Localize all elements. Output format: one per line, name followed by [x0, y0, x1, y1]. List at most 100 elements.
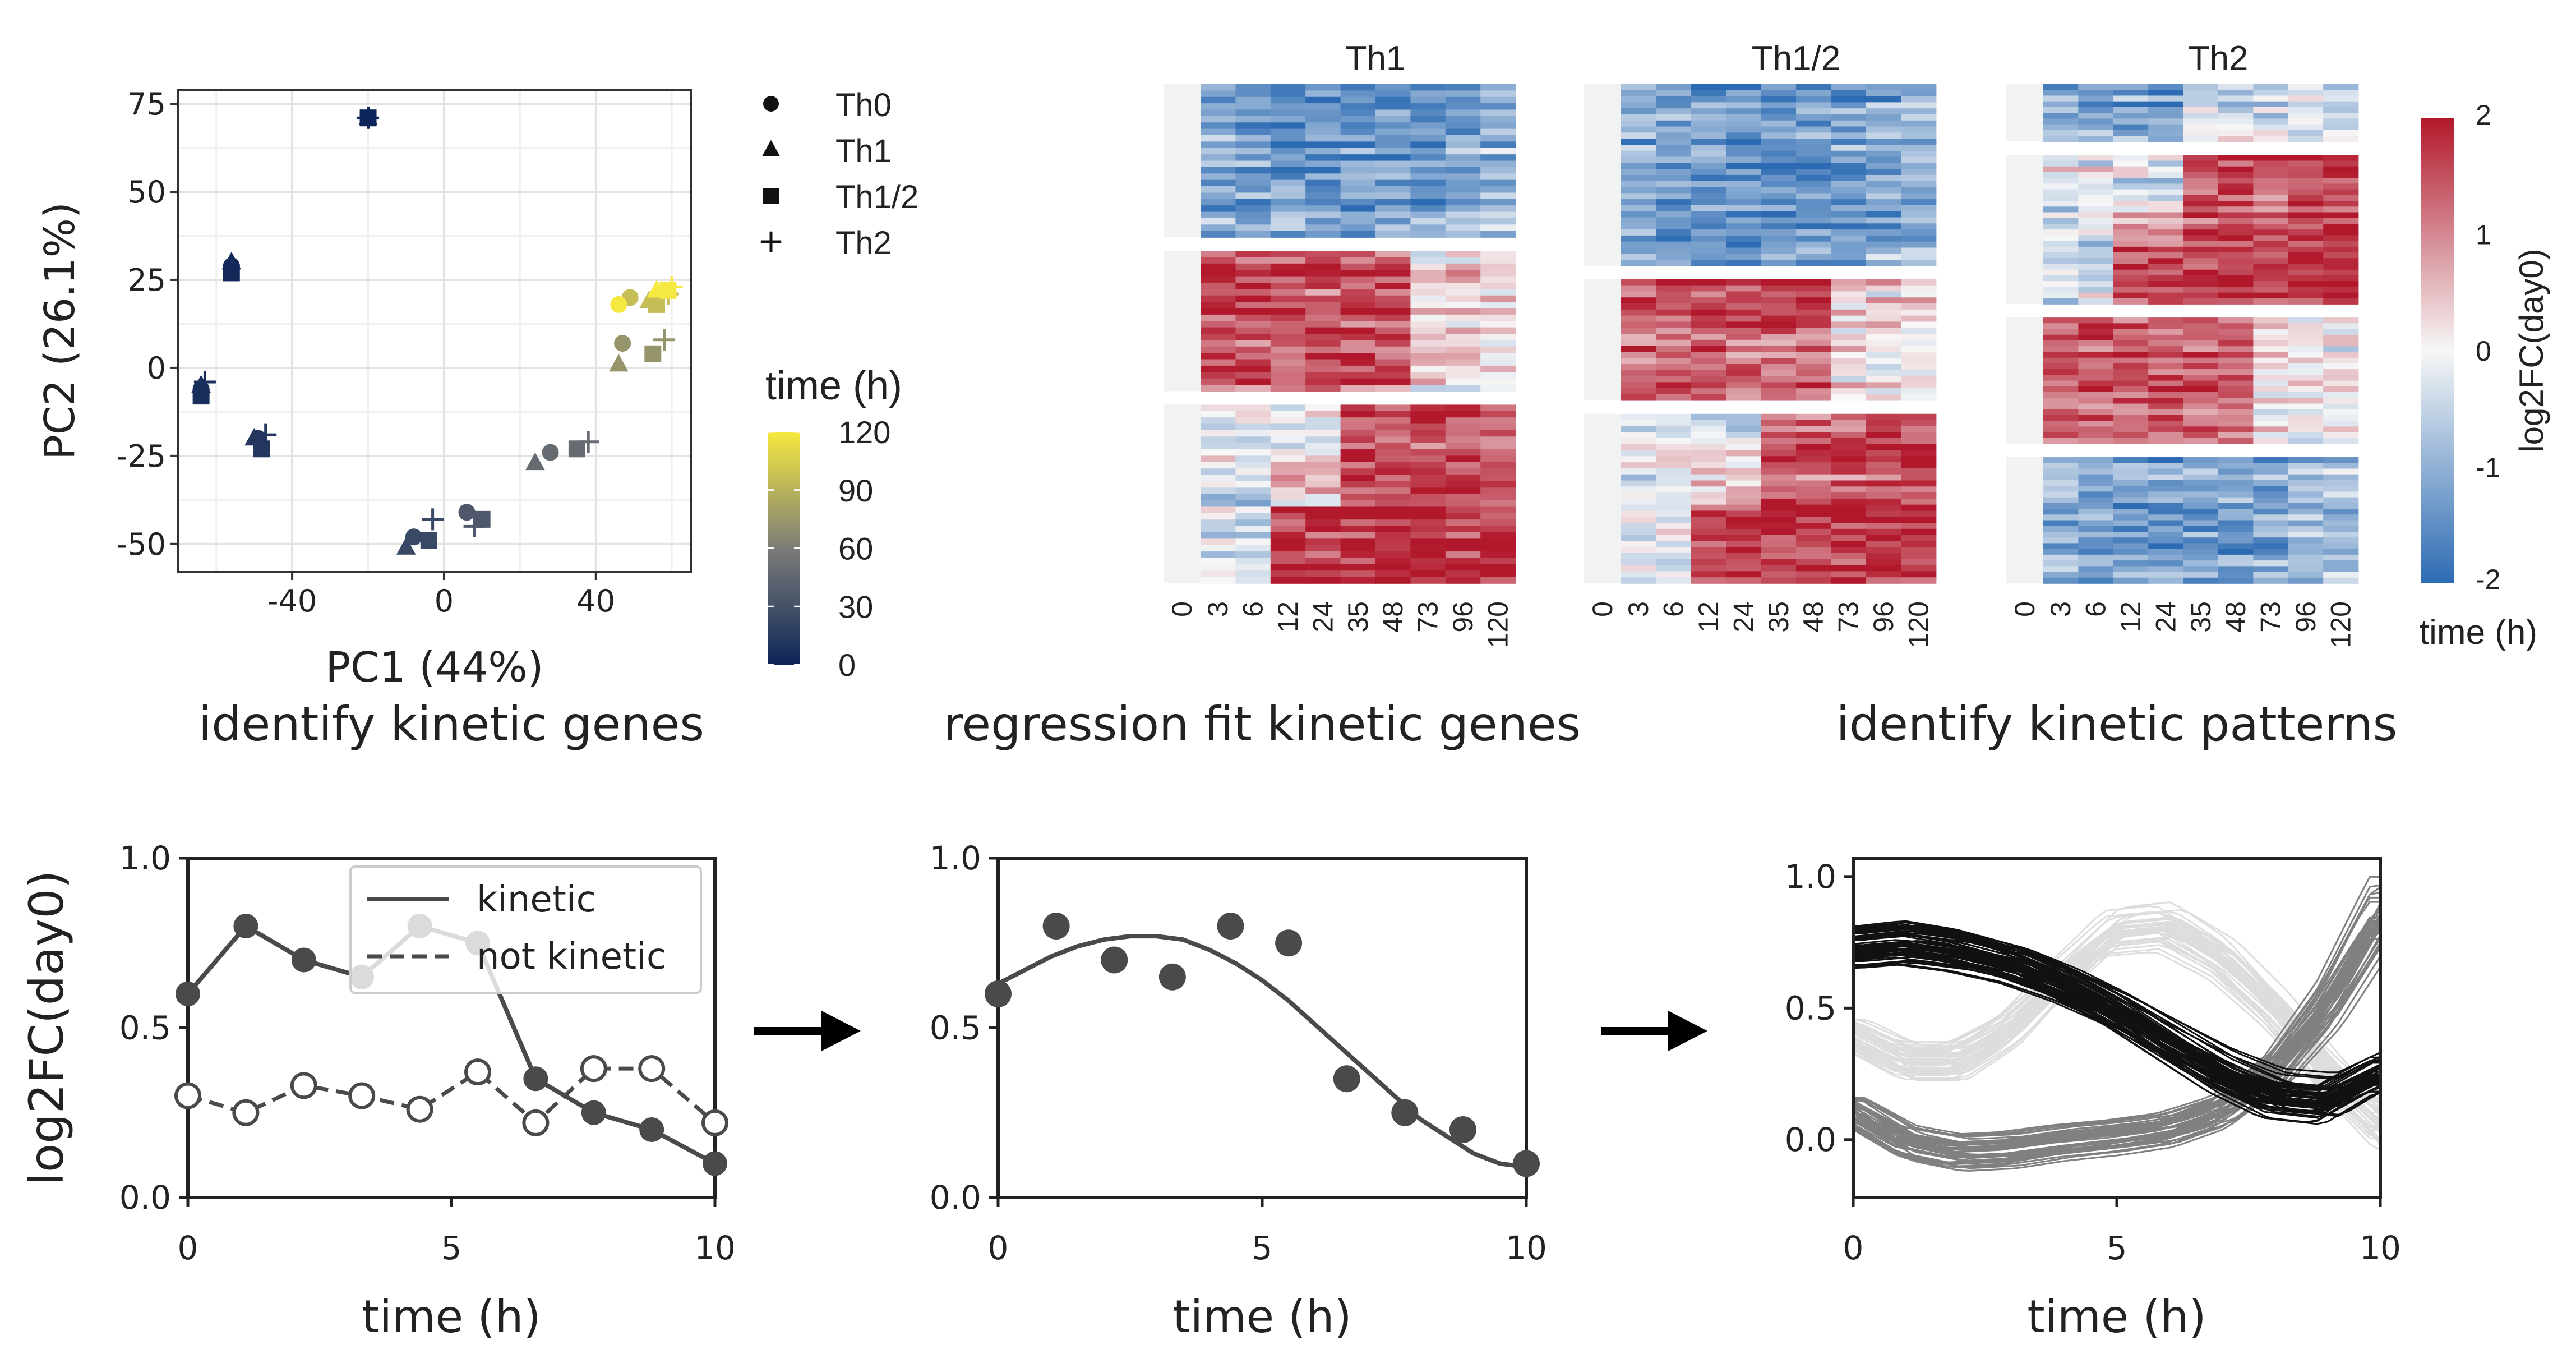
heatmap-cell — [2218, 160, 2254, 167]
legend-marker-square — [763, 188, 779, 204]
heatmap-cell — [1831, 120, 1867, 127]
heatmap-cell — [2148, 432, 2184, 439]
heatmap-cell — [1270, 251, 1306, 258]
heatmap-cell — [1235, 334, 1271, 341]
heatmap-cell — [1761, 517, 1797, 523]
heatmap-cell — [2253, 421, 2289, 427]
heatmap-column-label: 73 — [2255, 601, 2287, 633]
heatmap-cell — [1656, 523, 1692, 529]
heatmap-cell — [2043, 503, 2079, 509]
heatmap-cell — [2148, 392, 2184, 399]
heatmap-column-label: 48 — [2220, 601, 2251, 633]
heatmap-cell — [1866, 571, 1901, 578]
heatmap-cell — [1691, 492, 1726, 499]
heatmap-cell — [1445, 353, 1481, 360]
heatmap-cell — [2078, 403, 2114, 410]
heatmap-cell — [2288, 155, 2324, 162]
heatmap-cell — [1270, 289, 1306, 296]
time-colorbar-label: 0 — [838, 647, 856, 683]
heatmap-cell — [1480, 532, 1516, 540]
heatmap-cell — [1375, 295, 1411, 302]
pca-plot-area — [177, 89, 692, 573]
heatmap-cell — [2183, 572, 2219, 578]
heatmap-cell — [1691, 169, 1726, 176]
heatmap-cell — [1726, 528, 1762, 536]
heatmap-cluster-up-late — [2006, 155, 2359, 305]
heatmap-cell — [2218, 124, 2254, 131]
heatmap-cell — [2288, 189, 2324, 196]
heatmap-cell — [1831, 363, 1867, 371]
heatmap-cell — [2043, 241, 2079, 247]
heatmap-cell — [1305, 436, 1341, 444]
heatmap-cell — [1340, 372, 1376, 379]
heatmap-cell — [1831, 150, 1867, 158]
heatmap-cell — [1621, 126, 1657, 133]
heatmap-cell — [1901, 504, 1937, 512]
heatmap-cell — [1761, 358, 1797, 365]
heatmap-cell — [1201, 353, 1236, 360]
heatmap-cell — [1480, 468, 1516, 476]
heatmap-cell — [2323, 218, 2359, 224]
heatmap-cell — [1305, 314, 1341, 322]
heatmap-cell — [1375, 314, 1411, 322]
heatmap-cell — [1410, 257, 1446, 264]
heatmap-cell — [1235, 84, 1271, 91]
pca-point-square — [223, 264, 240, 282]
heatmap-cell — [1656, 211, 1692, 218]
heatmap-cell — [1445, 251, 1481, 258]
heatmap-cell — [2183, 497, 2219, 504]
heatmap-column-label: 48 — [1798, 601, 1829, 633]
heatmap-cell — [1691, 163, 1726, 169]
heatmap-cell — [2253, 503, 2289, 509]
heatmap-cell — [1375, 455, 1411, 463]
heatmap-cell — [1375, 289, 1411, 296]
heatmap-cell — [1621, 247, 1657, 255]
heatmap-cell — [1901, 139, 1937, 145]
heatmap-cell — [1831, 523, 1867, 529]
heatmap-cell — [1375, 135, 1411, 142]
heatmap-cell — [2113, 537, 2149, 544]
heatmap-cell — [1375, 173, 1411, 181]
heatmap-cell — [1340, 353, 1376, 360]
heatmap-cell — [2148, 509, 2184, 515]
heatmap-cell — [1340, 321, 1376, 328]
heatmap-cell — [1410, 109, 1446, 117]
y-tick-label: 0.5 — [1785, 989, 1836, 1027]
heatmap-cell — [1796, 150, 1832, 158]
heatmap-cell — [2078, 160, 2114, 167]
time-legend-title: time (h) — [765, 363, 902, 408]
heatmap-cell — [1656, 321, 1692, 329]
heatmap-cell — [1270, 513, 1306, 521]
heatmap-cell — [2253, 375, 2289, 381]
heatmap-cell — [1901, 108, 1937, 115]
heatmap-cell — [1901, 462, 1937, 469]
heatmap-cell — [2043, 281, 2079, 288]
heatmap-cell — [2148, 155, 2184, 162]
heatmap-cell — [1235, 224, 1271, 232]
heatmap-cell — [2253, 212, 2289, 219]
heatmap-cell — [1480, 506, 1516, 514]
heatmap-cell — [2078, 107, 2114, 113]
heatmap-cell — [2288, 369, 2324, 376]
heatmap-cell — [1866, 181, 1901, 188]
heatmap-cell — [1410, 276, 1446, 283]
heatmap-cell — [1901, 358, 1937, 365]
heatmap-cell — [1831, 577, 1867, 584]
heatmap-cluster-down — [1584, 84, 1937, 266]
heatmap-cell — [2078, 363, 2114, 370]
heatmap-cell — [1901, 541, 1937, 548]
heatmap-cell — [2323, 183, 2359, 190]
heatmap-cell — [2148, 457, 2184, 464]
heatmap-cell — [2323, 537, 2359, 544]
heatmap-cell — [2323, 531, 2359, 538]
heatmap-cell — [1480, 449, 1516, 457]
heatmap-cell — [1831, 376, 1867, 383]
heatmap-cell — [1235, 462, 1271, 469]
heatmap-cell — [1375, 116, 1411, 123]
heatmap-column-label: 0 — [2009, 601, 2041, 617]
heatmap-cell — [1340, 551, 1376, 559]
heatmap-cell — [1901, 577, 1937, 584]
heatmap-cell — [1480, 475, 1516, 482]
heatmap-cell — [1235, 211, 1271, 219]
heatmap-cell — [1410, 84, 1446, 91]
